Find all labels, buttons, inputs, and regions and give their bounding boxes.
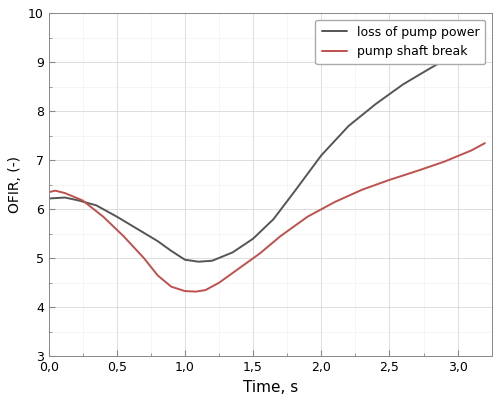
pump shaft break (414, 169, 420, 174)
loss of pump power (291, 190, 297, 195)
loss of pump power (196, 259, 202, 264)
loss of pump power (182, 258, 188, 262)
Y-axis label: OFIR, (-): OFIR, (-) (8, 156, 22, 213)
loss of pump power (270, 217, 276, 222)
pump shaft break (154, 273, 160, 278)
loss of pump power (454, 50, 460, 55)
pump shaft break (202, 288, 208, 293)
pump shaft break (441, 159, 447, 164)
loss of pump power (46, 196, 52, 201)
pump shaft break (141, 256, 147, 261)
loss of pump power (428, 66, 434, 71)
Legend: loss of pump power, pump shaft break: loss of pump power, pump shaft break (316, 20, 486, 64)
loss of pump power (168, 249, 174, 253)
loss of pump power (346, 124, 352, 129)
loss of pump power (318, 153, 324, 158)
pump shaft break (193, 289, 199, 294)
pump shaft break (257, 251, 263, 256)
pump shaft break (468, 148, 474, 153)
pump shaft break (52, 188, 59, 193)
pump shaft break (46, 190, 52, 195)
pump shaft break (304, 214, 310, 219)
pump shaft break (62, 191, 68, 195)
loss of pump power (230, 250, 235, 255)
loss of pump power (250, 236, 256, 241)
pump shaft break (100, 214, 106, 219)
loss of pump power (94, 203, 100, 208)
loss of pump power (400, 82, 406, 87)
Line: loss of pump power: loss of pump power (48, 40, 485, 262)
pump shaft break (182, 289, 188, 293)
pump shaft break (80, 198, 86, 203)
pump shaft break (168, 284, 174, 289)
Line: pump shaft break: pump shaft break (48, 143, 485, 292)
pump shaft break (332, 199, 338, 204)
loss of pump power (62, 195, 68, 200)
pump shaft break (120, 234, 126, 239)
loss of pump power (114, 214, 120, 219)
loss of pump power (209, 258, 215, 263)
pump shaft break (278, 234, 283, 239)
pump shaft break (482, 141, 488, 145)
pump shaft break (236, 266, 242, 270)
loss of pump power (76, 198, 82, 203)
loss of pump power (154, 239, 160, 243)
loss of pump power (373, 102, 379, 106)
loss of pump power (482, 38, 488, 43)
pump shaft break (216, 280, 222, 285)
pump shaft break (386, 177, 392, 182)
pump shaft break (359, 187, 365, 192)
loss of pump power (134, 226, 140, 231)
X-axis label: Time, s: Time, s (242, 380, 298, 395)
